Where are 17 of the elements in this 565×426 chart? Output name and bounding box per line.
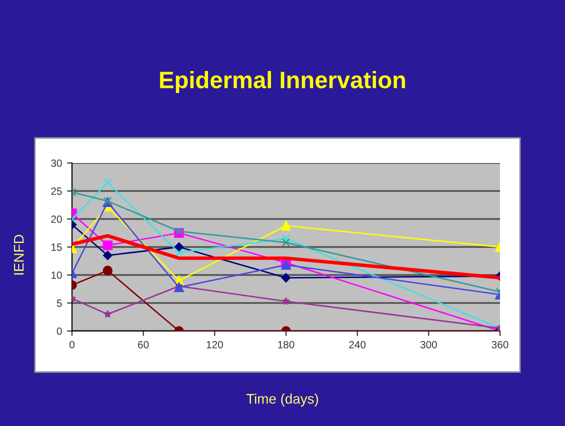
x-axis-title: Time (days) (246, 394, 318, 406)
y-tick-label: 5 (56, 300, 62, 307)
x-tick-label: 240 (349, 340, 366, 348)
x-tick-label: 300 (420, 340, 437, 348)
y-tick-label: 15 (51, 244, 62, 251)
x-tick-label: 180 (278, 340, 294, 348)
x-tick-label: 120 (206, 340, 223, 348)
x-tick-label: 60 (138, 340, 149, 348)
x-tick-label: 0 (70, 340, 74, 348)
y-axis-title: IENFD (14, 234, 24, 275)
chart-title: Epidermal Innervation (160, 70, 406, 94)
y-tick-label: 0 (56, 328, 62, 335)
y-tick-label: 25 (51, 188, 62, 195)
y-tick-label: 10 (51, 272, 62, 279)
y-tick-label: 20 (51, 216, 62, 223)
y-tick-label: 30 (51, 160, 62, 167)
x-tick-label: 360 (492, 340, 508, 348)
